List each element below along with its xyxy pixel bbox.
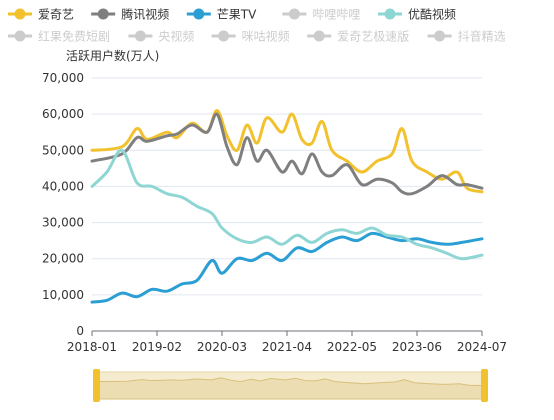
- legend-label: 抖音精选: [458, 29, 506, 44]
- legend-item-1[interactable]: 爱奇艺: [8, 8, 74, 22]
- y-tick-label: 0: [76, 324, 84, 338]
- legend-item-6[interactable]: 红果免费短剧: [8, 29, 110, 44]
- series-line-2: [90, 112, 484, 196]
- x-tick-label: 2024-07: [457, 340, 507, 354]
- legend-label: 央视频: [158, 29, 194, 44]
- series-line-4: [90, 148, 484, 261]
- legend-dot-icon: [14, 30, 26, 42]
- legend-item-4[interactable]: 哔哩哔哩: [282, 8, 360, 22]
- legend-label: 芒果TV: [217, 7, 257, 22]
- legend-dot-icon: [14, 8, 26, 20]
- legend-label: 红果免费短剧: [38, 29, 110, 44]
- legend-dot-icon: [288, 8, 300, 20]
- legend-label: 腾讯视频: [121, 7, 169, 22]
- legend-item-3[interactable]: 芒果TV: [186, 7, 257, 22]
- y-tick-label: 50,000: [42, 143, 84, 157]
- legend-dot-icon: [313, 30, 325, 42]
- x-tick-label: 2020-03: [197, 340, 247, 354]
- legend-label: 爱奇艺: [38, 8, 74, 22]
- x-axis: 2018-01 2019-02 2020-03 2021-04 2022-05 2023-…: [67, 331, 507, 354]
- legend-item-10[interactable]: 抖音精选: [427, 29, 506, 44]
- legend-dot-icon: [434, 30, 446, 42]
- series-line-1: [90, 108, 484, 194]
- x-tick-label: 2023-06: [392, 340, 442, 354]
- legend-label: 优酷视频: [408, 7, 456, 22]
- y-tick-label: 70,000: [42, 71, 84, 85]
- legend-dot-icon: [134, 30, 146, 42]
- zoom-handle-left[interactable]: [93, 369, 100, 402]
- zoom-preview-area: [96, 377, 485, 400]
- legend-dot-icon: [384, 8, 396, 20]
- series-line-3: [90, 231, 484, 304]
- legend-item-9[interactable]: 爱奇艺极速版: [307, 30, 409, 44]
- y-axis-label: 活跃用户数(万人): [66, 48, 159, 63]
- legend-item-8[interactable]: 咪咕视频: [211, 29, 290, 44]
- x-tick-label: 2019-02: [132, 340, 182, 354]
- zoom-handle-right[interactable]: [481, 369, 488, 402]
- legend-label: 哔哩哔哩: [312, 8, 360, 22]
- y-tick-label: 40,000: [42, 179, 84, 193]
- legend-item-7[interactable]: 央视频: [128, 29, 194, 44]
- x-tick-label: 2021-04: [262, 340, 312, 354]
- legend-dot-icon: [97, 8, 109, 20]
- legend-dot-icon: [218, 30, 230, 42]
- y-tick-label: 30,000: [42, 216, 84, 230]
- legend-label: 咪咕视频: [242, 29, 290, 44]
- legend-item-2[interactable]: 腾讯视频: [91, 7, 169, 22]
- y-tick-label: 20,000: [42, 252, 84, 266]
- y-tick-label: 60,000: [42, 107, 84, 121]
- legend-item-5[interactable]: 优酷视频: [378, 7, 456, 22]
- legend-label: 爱奇艺极速版: [337, 30, 409, 44]
- series-lines: [90, 108, 484, 304]
- y-tick-label: 10,000: [42, 288, 84, 302]
- x-tick-label: 2022-05: [327, 340, 377, 354]
- data-zoom-slider[interactable]: [93, 369, 488, 402]
- y-axis: 0 10,000 20,000 30,000 40,000 50,000 60,000 70,…: [42, 71, 84, 338]
- grid-lines: [92, 77, 482, 332]
- legend-dot-icon: [193, 8, 205, 20]
- x-tick-label: 2018-01: [67, 340, 117, 354]
